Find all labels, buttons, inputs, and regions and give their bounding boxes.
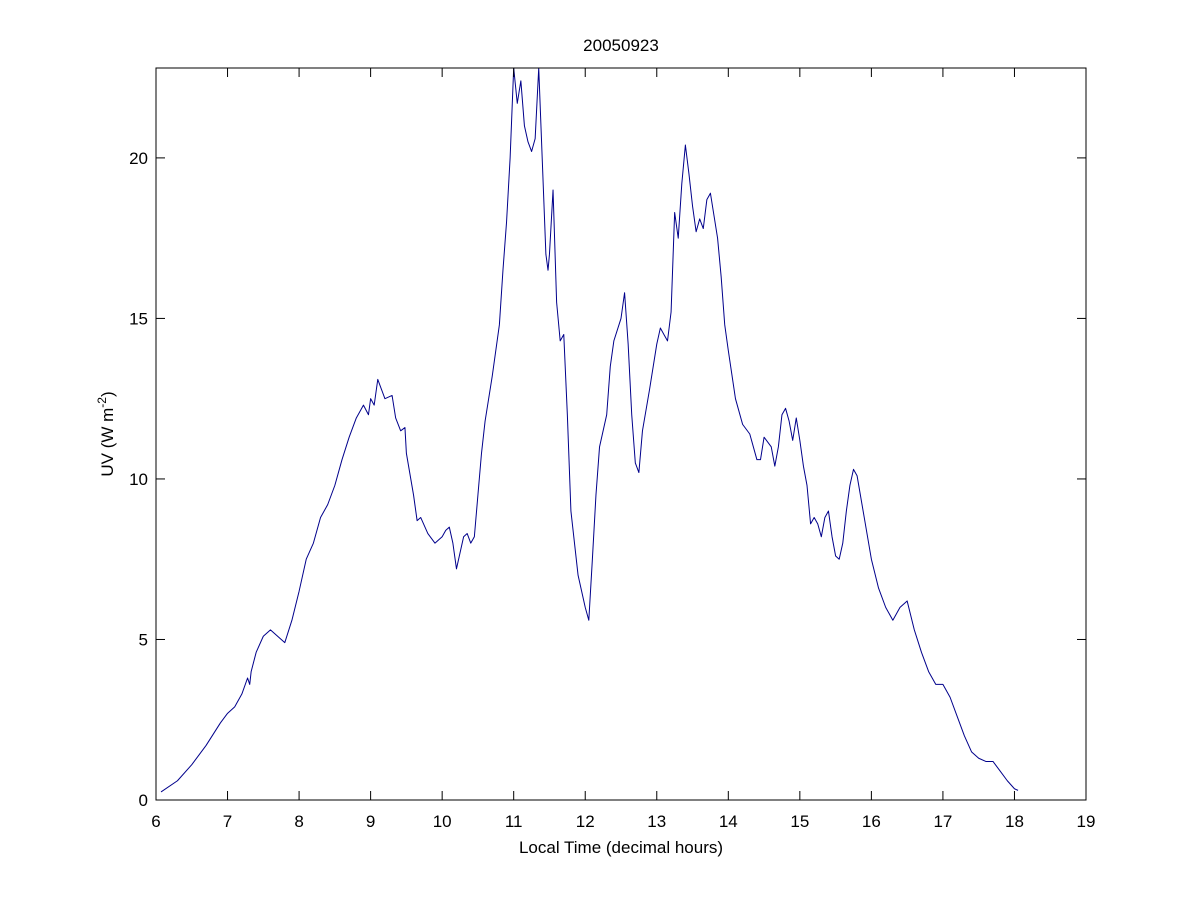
data-layer xyxy=(160,67,1019,793)
x-tick-label: 18 xyxy=(1005,812,1024,831)
x-tick-label: 17 xyxy=(933,812,952,831)
x-tick-label: 11 xyxy=(505,812,523,831)
y-tick-label: 0 xyxy=(139,791,148,810)
x-tick-label: 16 xyxy=(862,812,881,831)
plot-area xyxy=(156,68,1086,800)
x-tick-label: 10 xyxy=(433,812,452,831)
x-tick-label: 6 xyxy=(151,812,160,831)
y-axis-label-suffix: ) xyxy=(98,391,117,397)
y-axis-label-superscript: -2 xyxy=(95,397,109,408)
y-tick-label: 20 xyxy=(129,149,148,168)
y-tick-labels: 0 5 10 15 20 xyxy=(129,149,148,810)
plot-frame xyxy=(155,67,1087,801)
x-tick-label: 12 xyxy=(576,812,595,831)
x-tick-label: 19 xyxy=(1077,812,1096,831)
y-tick-label: 15 xyxy=(129,309,148,328)
x-tick-label: 7 xyxy=(223,812,232,831)
y-tick-label: 5 xyxy=(139,630,148,649)
x-tick-labels: 6 7 8 9 10 11 12 13 14 15 16 17 18 19 xyxy=(151,812,1095,831)
x-tick-label: 15 xyxy=(790,812,809,831)
x-tick-label: 9 xyxy=(366,812,375,831)
x-axis-label: Local Time (decimal hours) xyxy=(519,838,723,857)
x-tick-label: 8 xyxy=(294,812,303,831)
x-tick-label: 13 xyxy=(647,812,666,831)
chart-title: 20050923 xyxy=(583,36,659,55)
x-tick-label: 14 xyxy=(719,812,738,831)
y-axis-label: UV (W m-2) xyxy=(95,391,117,476)
tick-marks xyxy=(155,68,1087,801)
uv-series-line xyxy=(160,67,1019,793)
y-axis-label-prefix: UV (W m xyxy=(98,408,117,477)
y-tick-label: 10 xyxy=(129,470,148,489)
